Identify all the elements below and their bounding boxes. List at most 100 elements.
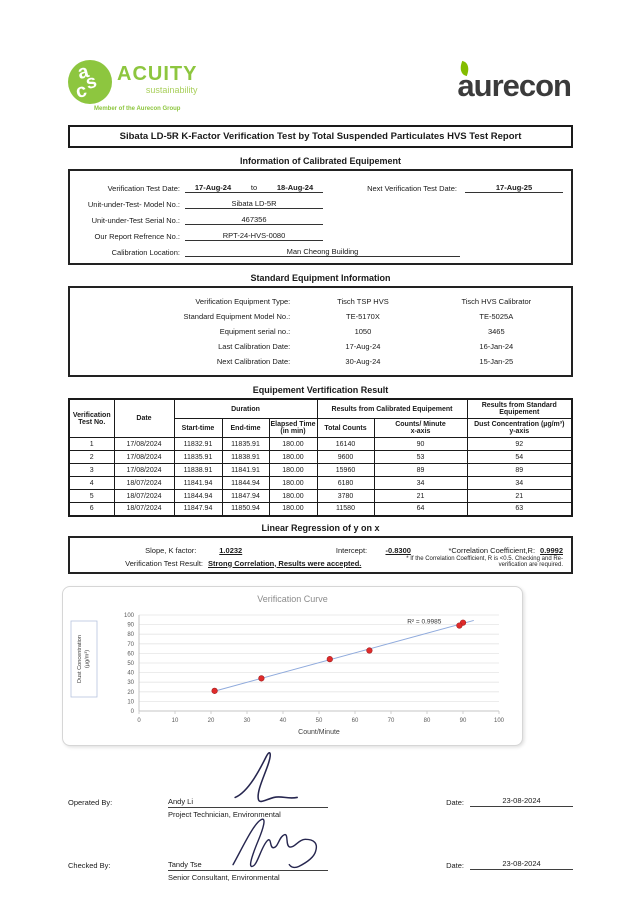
col-header-cpm-label: Counts/ Minute <box>395 421 446 428</box>
date-range-word: to <box>250 183 258 192</box>
cell-start: 11835.91 <box>173 450 223 464</box>
checked-date: 23-08-2024 <box>470 859 573 870</box>
slope-label: Slope, K factor: <box>145 545 197 555</box>
table-row: 2 17/08/2024 11835.91 11838.91 180.00 9600 53 5… <box>68 450 573 464</box>
cell-cpm: 89 <box>373 463 468 477</box>
regression-row-values: Slope, K factor: 1.0232 Intercept: -0.83… <box>78 542 563 555</box>
acuity-logo: a s c ACUITY sustainability Member of th… <box>68 60 197 112</box>
standard-row: Next Calibration Date: 30-Aug-24 15-Jan-… <box>78 354 563 369</box>
svg-text:20: 20 <box>127 689 134 695</box>
svg-text:90: 90 <box>127 622 134 628</box>
svg-text:40: 40 <box>127 670 134 676</box>
cell-elapsed: 180.00 <box>268 489 318 503</box>
col-group-standard: Results from Standard Equipement <box>466 398 573 419</box>
table-row: 6 18/07/2024 11847.94 11850.94 180.00 11580 64… <box>68 502 573 516</box>
field-value: Tisch TSP HVS <box>337 297 389 306</box>
checked-by-label: Checked By: <box>68 860 111 870</box>
table-row: 3 17/08/2024 11838.91 11841.91 180.00 15960 89… <box>68 463 573 477</box>
cell-end: 11847.94 <box>221 489 270 503</box>
result-label: Verification Test Result: <box>125 558 203 568</box>
cell-test-no: 1 <box>68 437 115 451</box>
col-header-cpm-axis: x-axis <box>410 428 431 435</box>
info-row-serial: Unit-under-Test Serial No.: 467356 <box>78 209 563 225</box>
cell-cpm: 21 <box>373 489 468 503</box>
field-label: Our Report Refrence No.: <box>94 232 180 241</box>
svg-text:30: 30 <box>127 680 134 686</box>
standard-row: Verification Equipment Type: Tisch TSP H… <box>78 294 563 309</box>
field-label: Standard Equipment Model No.: <box>183 312 291 321</box>
field-label: Calibration Location: <box>111 248 180 257</box>
cell-end: 11841.91 <box>221 463 270 477</box>
info-row-location: Calibration Location: Man Cheong Buildin… <box>78 241 563 257</box>
field-value: 17-Aug-24 <box>345 342 381 351</box>
svg-text:Dust Concentration: Dust Concentration <box>77 635 83 683</box>
svg-text:0: 0 <box>137 718 141 724</box>
cell-cpm: 34 <box>373 476 468 490</box>
signature-checked <box>232 818 318 868</box>
acuity-tagline: Member of the Aurecon Group <box>94 106 181 112</box>
svg-text:90: 90 <box>460 718 467 724</box>
cell-start: 11841.94 <box>173 476 223 490</box>
info-box: Verification Test Date: 17-Aug-24 to 18-… <box>68 169 573 265</box>
chart-title: Verification Curve <box>257 593 328 604</box>
svg-text:40: 40 <box>280 718 287 724</box>
svg-text:0: 0 <box>131 709 135 715</box>
correlation-value: 0.9992 <box>540 545 563 555</box>
field-value: Man Cheong Building <box>185 247 460 257</box>
checked-title: Senior Consultant, Environmental <box>168 872 280 882</box>
table-row: 1 17/08/2024 11832.91 11835.91 180.00 16140 90… <box>68 437 573 451</box>
table-row: 5 18/07/2024 11844.94 11847.94 180.00 3780 21 2… <box>68 489 573 503</box>
cell-dust: 92 <box>466 437 573 451</box>
cell-end: 11838.91 <box>221 450 270 464</box>
col-group-duration: Duration <box>173 398 318 419</box>
info-section-title: Information of Calibrated Equipement <box>239 156 401 166</box>
cell-end: 11850.94 <box>221 502 270 516</box>
date-label: Date: <box>446 860 464 870</box>
cell-elapsed: 180.00 <box>268 476 318 490</box>
col-header-end: End-time <box>221 418 270 438</box>
standard-row: Standard Equipment Model No.: TE-5170X T… <box>78 309 563 324</box>
svg-text:10: 10 <box>127 699 134 705</box>
intercept-label: Intercept: <box>335 545 368 555</box>
slope-value: 1.0232 <box>219 545 243 555</box>
col-header-dust: Dust Concentration (µg/m³) y-axis <box>466 418 573 438</box>
cell-total: 11580 <box>316 502 375 516</box>
operated-title: Project Technician, Environmental <box>168 809 281 819</box>
svg-text:Count/Minute: Count/Minute <box>298 729 340 736</box>
cell-total: 9600 <box>316 450 375 464</box>
col-group-calibrated: Results from Calibrated Equipement <box>316 398 468 419</box>
field-value: 3465 <box>487 327 505 336</box>
cell-elapsed: 180.00 <box>268 463 318 477</box>
cell-date: 18/07/2024 <box>113 502 175 516</box>
acuity-monogram-icon: a s c <box>68 60 112 104</box>
checked-name: Tandy Tse <box>168 859 202 869</box>
cell-end: 11835.91 <box>221 437 270 451</box>
cell-elapsed: 180.00 <box>268 450 318 464</box>
info-row-test-date: Verification Test Date: 17-Aug-24 to 18-… <box>78 177 563 193</box>
results-section-title: Equipement Vertification Result <box>252 385 389 395</box>
cell-date: 18/07/2024 <box>113 489 175 503</box>
col-header-test-no: Verification Test No. <box>68 398 115 438</box>
test-date-range: 17-Aug-24 to 18-Aug-24 <box>185 183 323 193</box>
col-header-elapsed: Elapsed Time (in min) <box>268 418 318 438</box>
field-value: TE-5170X <box>346 312 380 321</box>
acuity-wordmark: ACUITY <box>117 63 198 85</box>
field-value: 30-Aug-24 <box>345 357 381 366</box>
cell-dust: 63 <box>466 502 573 516</box>
cell-cpm: 53 <box>373 450 468 464</box>
standard-section-title: Standard Equipment Information <box>250 273 391 283</box>
svg-text:60: 60 <box>127 651 134 657</box>
operated-signature-line: Andy Li <box>168 751 328 808</box>
test-date-to: 18-Aug-24 <box>276 183 314 192</box>
cell-start: 11847.94 <box>173 502 223 516</box>
cell-date: 18/07/2024 <box>113 476 175 490</box>
col-header-total-counts: Total Counts <box>316 418 375 438</box>
svg-text:R² = 0.9985: R² = 0.9985 <box>407 618 442 625</box>
cell-date: 17/08/2024 <box>113 463 175 477</box>
cell-elapsed: 180.00 <box>268 502 318 516</box>
intercept-value: -0.8300 <box>385 545 411 555</box>
svg-text:60: 60 <box>352 718 359 724</box>
cell-total: 3780 <box>316 489 375 503</box>
regression-row-result: Verification Test Result: Strong Correla… <box>78 555 563 568</box>
